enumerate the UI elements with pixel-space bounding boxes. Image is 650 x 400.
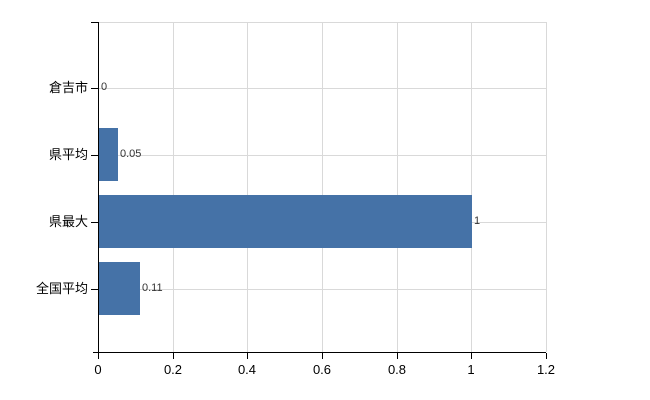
x-tick-label: 1.2 xyxy=(536,362,556,377)
y-axis-line xyxy=(98,22,99,353)
x-tick xyxy=(471,353,472,359)
x-tick xyxy=(173,353,174,359)
category-label: 全国平均 xyxy=(35,281,88,296)
x-tick xyxy=(546,353,547,359)
plot-border-right xyxy=(546,22,547,352)
bar-全国平均 xyxy=(99,262,140,315)
x-gridline xyxy=(471,22,472,352)
y-axis-end-tick xyxy=(91,22,98,23)
x-gridline xyxy=(322,22,323,352)
x-gridline xyxy=(397,22,398,352)
x-tick xyxy=(322,353,323,359)
x-gridline xyxy=(173,22,174,352)
x-tick-label: 1 xyxy=(467,362,475,377)
plot-border-top xyxy=(98,22,546,23)
category-label: 県最大 xyxy=(48,214,88,229)
y-gridline xyxy=(98,289,546,290)
y-tick xyxy=(91,222,98,223)
bar-県平均 xyxy=(99,128,118,181)
value-label: 1 xyxy=(474,215,481,227)
category-label: 県平均 xyxy=(48,147,88,162)
y-tick xyxy=(91,289,98,290)
x-tick-label: 0 xyxy=(94,362,102,377)
x-tick xyxy=(247,353,248,359)
x-tick-label: 0.6 xyxy=(312,362,332,377)
value-label: 0 xyxy=(101,81,108,93)
category-label: 倉吉市 xyxy=(48,80,88,95)
x-gridline xyxy=(247,22,248,352)
y-gridline xyxy=(98,155,546,156)
x-tick xyxy=(98,353,99,359)
x-axis-line xyxy=(93,352,546,353)
y-tick xyxy=(91,88,98,89)
x-tick-label: 0.4 xyxy=(237,362,257,377)
x-tick-label: 0.2 xyxy=(163,362,183,377)
value-label: 0.05 xyxy=(120,148,142,160)
y-tick xyxy=(91,155,98,156)
x-tick xyxy=(397,353,398,359)
bar-県最大 xyxy=(99,195,472,248)
value-label: 0.11 xyxy=(142,282,163,294)
y-gridline xyxy=(98,88,546,89)
x-tick-label: 0.8 xyxy=(387,362,407,377)
